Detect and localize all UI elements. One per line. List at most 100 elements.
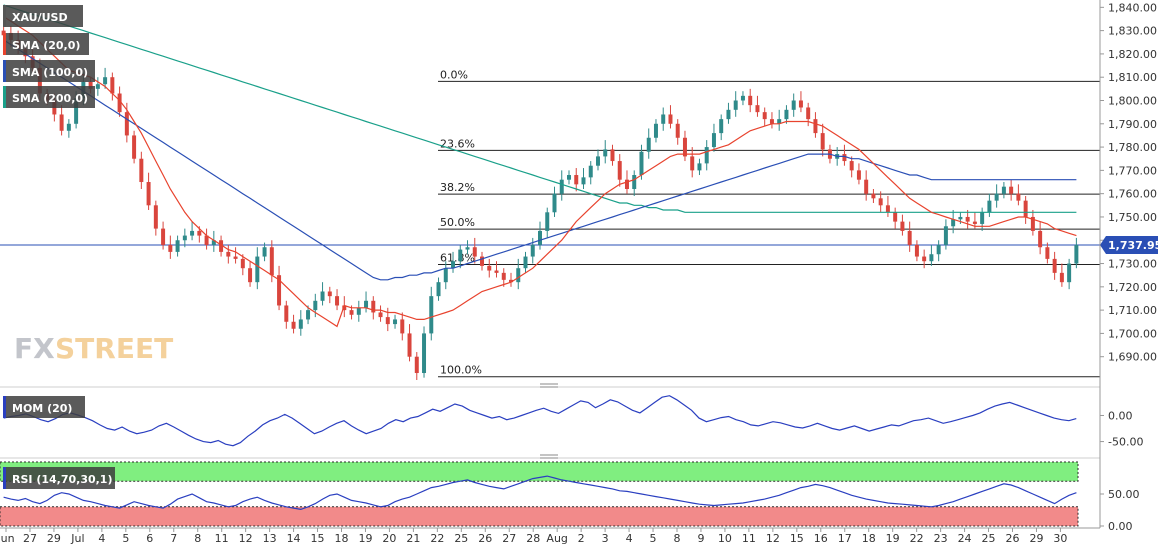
candle — [806, 102, 811, 127]
legend-sma-100-bg — [3, 60, 95, 82]
legend-sma-200[interactable]: SMA (200,0) — [3, 86, 95, 108]
rsi-tick-label: 50.00 — [1108, 488, 1140, 501]
candle — [298, 310, 303, 336]
current-price-badge: 1,737.95 — [1100, 236, 1162, 255]
fibonacci-levels: 0.0% 23.6% 38.2% 50.0% 61.8% 100.0% — [438, 68, 1100, 378]
legend-sma-100-label: SMA (100,0) — [12, 66, 88, 79]
x-tick-label: 27 — [23, 532, 37, 545]
candle — [878, 191, 883, 213]
candle — [451, 251, 456, 273]
candle — [610, 144, 615, 166]
candle — [914, 240, 919, 262]
x-tick-label: 8 — [194, 532, 201, 545]
candle — [335, 289, 340, 311]
candle — [226, 244, 231, 264]
candle — [429, 286, 434, 341]
candle — [393, 314, 398, 329]
x-tick-label: 25 — [982, 532, 996, 545]
price-tick-label: 1,780.00 — [1108, 141, 1157, 154]
price-tick-label: 1,760.00 — [1108, 188, 1157, 201]
candle — [494, 261, 499, 278]
x-tick-label: 24 — [958, 532, 972, 545]
price-tick-label: 1,700.00 — [1108, 327, 1157, 340]
candle — [146, 172, 151, 210]
x-tick-label: 23 — [934, 532, 948, 545]
candle — [820, 123, 825, 157]
legend-sma-20-bg — [3, 33, 89, 55]
legend-rsi[interactable]: RSI (14,70,30,1) — [3, 467, 115, 489]
legend-symbol-bg — [3, 5, 83, 27]
candle — [733, 91, 738, 117]
price-tick-label: 1,730.00 — [1108, 258, 1157, 271]
candle — [704, 140, 709, 171]
x-tick-label: 22 — [910, 532, 924, 545]
legend: XAU/USD SMA (20,0) SMA (100,0) SMA (200,… — [3, 5, 95, 108]
candle — [559, 170, 564, 201]
candle — [233, 247, 238, 264]
price-panel-bg — [0, 0, 1100, 384]
candle — [414, 352, 419, 380]
candle — [653, 119, 658, 143]
momentum-tick-label: -50.00 — [1108, 436, 1143, 449]
x-tick-label: 17 — [838, 532, 852, 545]
candle — [907, 221, 912, 252]
momentum-panel: 0.00 -50.00 MOM (20) — [3, 395, 1143, 449]
x-tick-label: 4 — [98, 532, 105, 545]
candle — [1059, 263, 1064, 287]
price-tick-label: 1,800.00 — [1108, 94, 1157, 107]
legend-sma-100[interactable]: SMA (100,0) — [3, 60, 95, 82]
candle — [719, 114, 724, 141]
candle — [777, 109, 782, 131]
candle — [487, 258, 492, 278]
candle — [675, 119, 680, 145]
candle — [1030, 209, 1035, 236]
candle — [980, 207, 985, 231]
x-tick-label: 25 — [454, 532, 468, 545]
candle — [748, 88, 753, 113]
legend-sma-20-label: SMA (20,0) — [12, 39, 80, 52]
candle — [595, 149, 600, 171]
resize-handle-2[interactable] — [540, 454, 558, 459]
candle — [813, 112, 818, 138]
momentum-y-axis: 0.00 -50.00 — [1100, 409, 1143, 449]
candle — [552, 186, 557, 217]
candle — [472, 237, 477, 264]
legend-symbol[interactable]: XAU/USD — [3, 5, 83, 27]
rsi-overbought-zone — [0, 461, 1079, 482]
candle — [1038, 221, 1043, 255]
rsi-y-axis: 50.00 0.00 — [1100, 488, 1140, 533]
candle — [567, 170, 571, 185]
legend-sma-20[interactable]: SMA (20,0) — [3, 33, 89, 55]
x-tick-label: 5 — [122, 532, 129, 545]
candle — [523, 251, 528, 273]
x-tick-label: 10 — [718, 532, 732, 545]
legend-sma-20-marker — [3, 33, 6, 55]
candle — [190, 221, 195, 241]
candle — [356, 300, 361, 322]
rsi-oversold-zone — [0, 506, 1079, 527]
candle — [95, 77, 100, 96]
candle — [501, 268, 506, 287]
candle — [994, 184, 999, 208]
candle — [320, 282, 325, 306]
price-tick-label: 1,720.00 — [1108, 281, 1157, 294]
legend-symbol-marker — [3, 5, 6, 27]
x-tick-label: Jun — [0, 532, 15, 545]
candle — [248, 261, 253, 287]
candle — [385, 307, 390, 332]
legend-sma-200-marker — [3, 86, 6, 108]
fib-level-label: 38.2% — [440, 181, 475, 194]
legend-mom[interactable]: MOM (20) — [3, 396, 85, 418]
fxstreet-watermark: FX STREET — [14, 332, 173, 365]
x-tick-label: 26 — [1006, 532, 1020, 545]
candle — [175, 235, 180, 257]
candle — [987, 193, 992, 217]
x-tick-label: 18 — [335, 532, 349, 545]
resize-handle-1[interactable] — [540, 383, 558, 388]
x-tick-label: 21 — [406, 532, 420, 545]
candle — [574, 168, 579, 192]
candle — [378, 305, 383, 322]
x-tick-label: 22 — [430, 532, 444, 545]
candle — [784, 105, 789, 124]
x-tick-label: 11 — [215, 532, 229, 545]
